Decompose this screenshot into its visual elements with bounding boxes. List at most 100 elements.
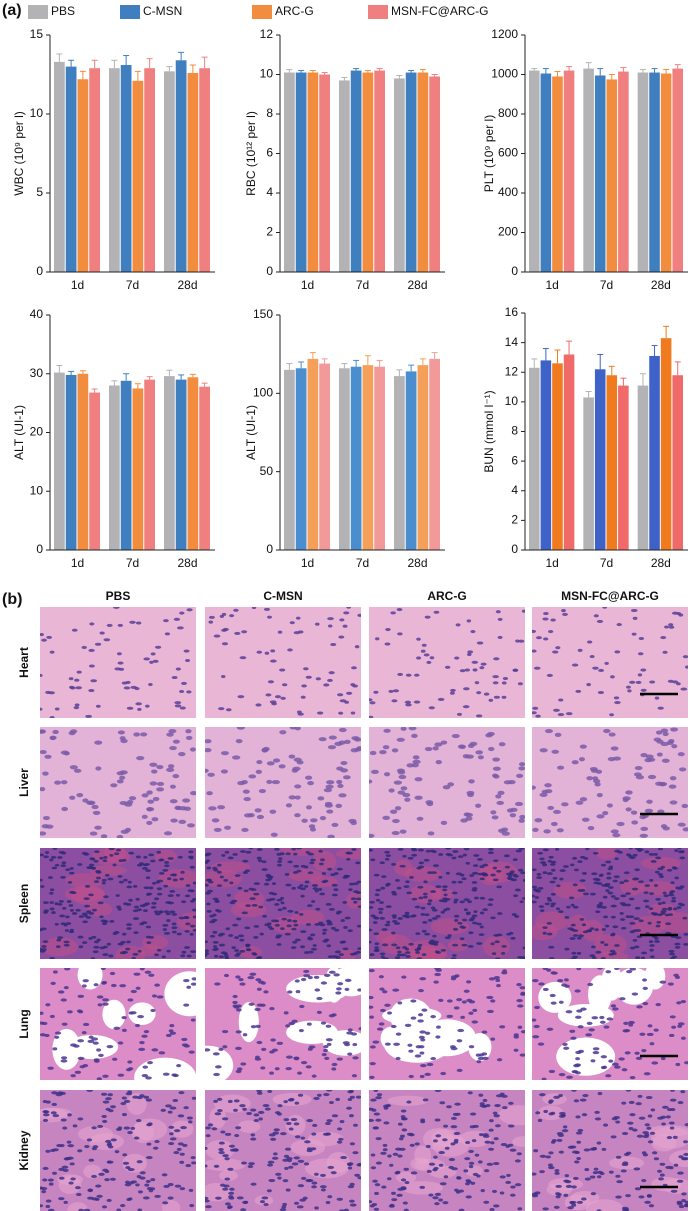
nucleus [304, 951, 309, 954]
nucleus [587, 983, 593, 986]
nucleus [295, 726, 301, 730]
nucleus [310, 859, 316, 862]
nucleus [574, 1099, 579, 1102]
nucleus [478, 1160, 483, 1163]
nucleus [532, 886, 537, 889]
nucleus [320, 1185, 327, 1188]
nucleus [307, 781, 314, 785]
nucleus [433, 1167, 438, 1170]
nucleus [226, 708, 232, 711]
nucleus [148, 974, 154, 977]
nucleus [422, 644, 427, 647]
nucleus [408, 943, 413, 946]
nucleus [310, 933, 315, 936]
nucleus [616, 1156, 622, 1159]
y-tick-label: 10 [260, 67, 274, 81]
nucleus [497, 912, 502, 915]
nucleus [457, 1069, 463, 1072]
nucleus [166, 768, 174, 772]
nucleus [593, 1047, 600, 1050]
nucleus [208, 806, 216, 810]
nucleus [399, 865, 405, 868]
nucleus [279, 668, 285, 671]
nucleus [70, 1074, 75, 1077]
nucleus [303, 1197, 308, 1200]
nucleus [76, 793, 83, 797]
nucleus [190, 925, 196, 928]
nucleus [109, 847, 115, 850]
nucleus [538, 1043, 544, 1046]
nucleus [49, 957, 55, 960]
histology-image [367, 967, 527, 1080]
nucleus [96, 877, 101, 880]
nucleus [438, 853, 443, 856]
nucleus [532, 868, 537, 871]
tissue-region [404, 866, 441, 882]
nucleus [285, 884, 291, 887]
nucleus [375, 1096, 382, 1099]
nucleus [486, 996, 493, 999]
bar [89, 393, 100, 550]
nucleus [295, 939, 301, 942]
nucleus [295, 979, 300, 982]
nucleus [393, 689, 399, 692]
nucleus [631, 820, 638, 824]
nucleus [292, 1020, 298, 1023]
nucleus [477, 641, 483, 644]
nucleus [584, 1148, 590, 1151]
nucleus [670, 1108, 675, 1111]
nucleus [127, 1060, 132, 1063]
nucleus [153, 1147, 158, 1150]
bar [552, 76, 563, 272]
nucleus [254, 1008, 260, 1011]
nucleus [452, 892, 458, 895]
nucleus [559, 1151, 564, 1154]
nucleus [374, 1192, 379, 1195]
nucleus [673, 1136, 678, 1139]
tissue-region [645, 963, 665, 990]
nucleus [101, 919, 107, 922]
tissue [530, 606, 690, 718]
nucleus [404, 885, 410, 888]
nucleus [433, 980, 438, 983]
nucleus [499, 1025, 505, 1028]
nucleus [381, 928, 387, 931]
nucleus [338, 712, 343, 715]
nucleus [421, 1009, 427, 1012]
nucleus [517, 956, 523, 959]
nucleus [356, 891, 361, 894]
bar [672, 69, 683, 272]
nucleus [305, 1179, 311, 1182]
nucleus [456, 1176, 461, 1179]
y-tick-label: 800 [498, 106, 518, 120]
tissue [205, 606, 363, 718]
nucleus [70, 1177, 76, 1180]
nucleus [500, 1175, 506, 1178]
nucleus [154, 910, 158, 913]
nucleus [498, 636, 503, 639]
nucleus [543, 637, 548, 640]
nucleus [355, 861, 360, 864]
nucleus [602, 1148, 607, 1151]
nucleus [145, 1076, 152, 1079]
nucleus [374, 1126, 379, 1129]
nucleus [591, 1016, 598, 1019]
nucleus [146, 1098, 152, 1101]
nucleus [255, 1057, 261, 1060]
tissue [366, 726, 526, 838]
nucleus [67, 1141, 72, 1144]
nucleus [375, 893, 380, 896]
nucleus [325, 804, 333, 808]
nucleus [168, 1142, 174, 1145]
nucleus [424, 653, 430, 656]
nucleus [506, 1174, 511, 1177]
nucleus [111, 1138, 117, 1141]
nucleus [461, 944, 467, 947]
nucleus [401, 1187, 407, 1190]
nucleus [306, 1065, 312, 1068]
nucleus [372, 1203, 377, 1206]
nucleus [614, 696, 619, 699]
nucleus [225, 1202, 231, 1205]
nucleus [275, 695, 281, 698]
nucleus [50, 888, 54, 891]
